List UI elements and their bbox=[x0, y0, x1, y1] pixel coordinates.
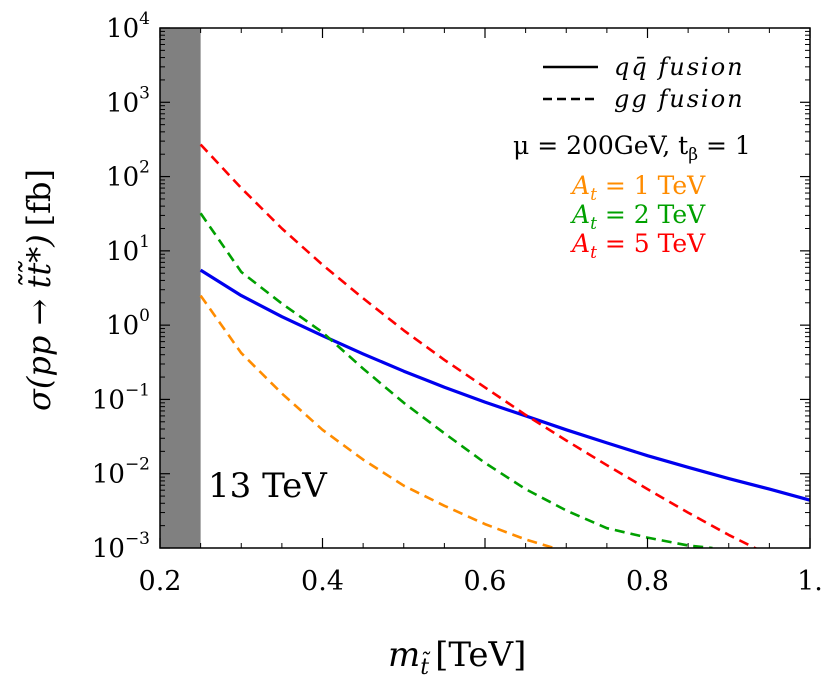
x-axis-label: mt̃ [TeV] bbox=[388, 635, 526, 680]
y-tick-label-7: 104 bbox=[106, 9, 150, 44]
y-tick-label-5: 102 bbox=[106, 158, 150, 193]
legend-coupling-1: At = 2 TeV bbox=[570, 200, 706, 234]
x-tick-label-4: 1. bbox=[797, 566, 823, 597]
x-tick-label-1: 0.4 bbox=[301, 566, 344, 597]
y-tick-label-6: 103 bbox=[106, 83, 150, 118]
legend: qq̄ fusion gg fusion μ = 200GeV, tβ = 1 At … bbox=[513, 53, 751, 263]
y-tick-label-1: 10−2 bbox=[92, 455, 150, 490]
y-tick-label-2: 10−1 bbox=[92, 380, 150, 415]
legend-label-1: gg fusion bbox=[614, 85, 745, 113]
series-line-0 bbox=[199, 268, 810, 502]
series-curves bbox=[199, 143, 810, 548]
y-tick-label-4: 101 bbox=[106, 232, 150, 267]
plot-area bbox=[159, 27, 811, 549]
energy-annotation: 13 TeV bbox=[208, 466, 328, 506]
series-line-1 bbox=[199, 143, 758, 548]
legend-params: μ = 200GeV, tβ = 1 bbox=[513, 131, 751, 165]
legend-coupling-2: At = 5 TeV bbox=[570, 229, 706, 263]
x-tick-label-3: 0.8 bbox=[626, 566, 669, 597]
x-tick-label-0: 0.2 bbox=[139, 566, 182, 597]
x-tick-label-2: 0.6 bbox=[464, 566, 507, 597]
y-tick-label-3: 100 bbox=[106, 306, 150, 341]
excluded-mass-band bbox=[160, 28, 201, 548]
legend-label-0: qq̄ fusion bbox=[614, 53, 745, 81]
axis-ticks: 10−3 10−2 10−1 100 101 102 103 104 0.2 0.4 0.6 0.8 1… bbox=[92, 9, 823, 597]
y-tick-label-0: 10−3 bbox=[92, 529, 150, 564]
series-line-3 bbox=[199, 294, 555, 548]
legend-coupling-0: At = 1 TeV bbox=[570, 171, 706, 205]
y-axis-label: σ(pp → t̃t̃*)[fb] bbox=[19, 169, 58, 411]
series-line-2 bbox=[199, 212, 713, 548]
